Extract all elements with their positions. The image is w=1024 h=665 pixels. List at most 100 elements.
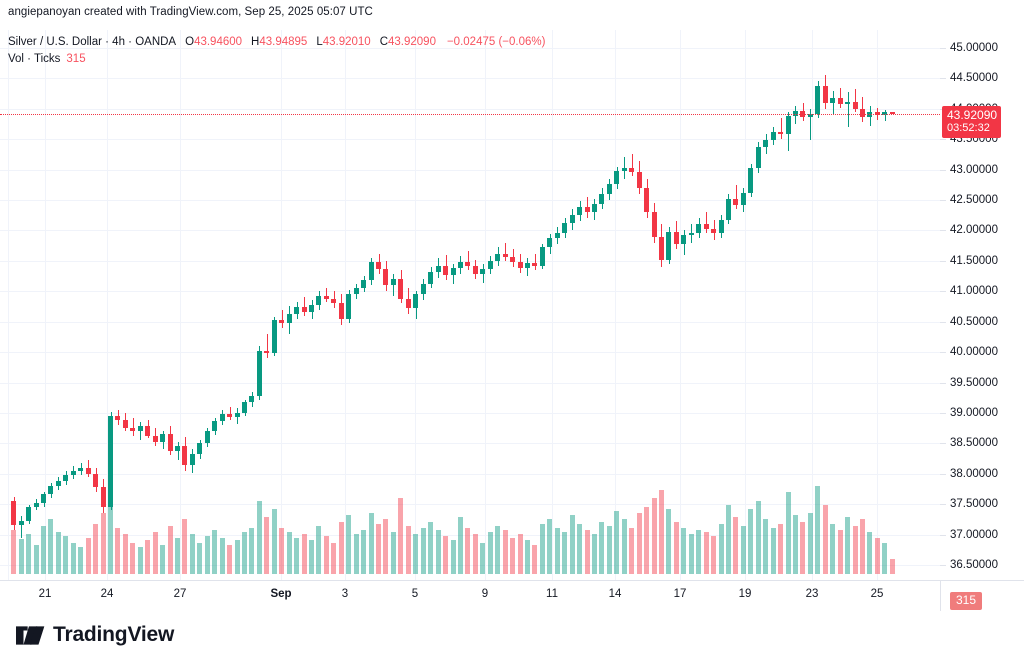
candle-body xyxy=(644,187,649,213)
volume-bar xyxy=(324,536,329,574)
price-tick-dash xyxy=(940,535,946,536)
volume-bar xyxy=(383,519,388,574)
volume-bar xyxy=(421,527,426,574)
candle-body xyxy=(704,224,709,230)
candle-body xyxy=(830,97,835,103)
candle-body xyxy=(93,473,98,488)
volume-bar xyxy=(428,521,433,574)
volume-bar xyxy=(674,521,679,574)
volume-bar xyxy=(480,542,485,574)
candle-wick xyxy=(282,309,283,328)
volume-bar xyxy=(592,534,597,574)
candle-body xyxy=(287,314,292,323)
candle-body xyxy=(153,436,158,443)
price-tick-dash xyxy=(940,78,946,79)
volume-bar xyxy=(93,523,98,574)
volume-bar xyxy=(585,529,590,574)
candle-body xyxy=(763,140,768,147)
volume-bar xyxy=(160,544,165,574)
volume-bar xyxy=(398,498,403,574)
gridline-vertical xyxy=(107,30,108,580)
candle-body xyxy=(145,426,150,437)
candle-body xyxy=(48,485,53,495)
candle-body xyxy=(78,467,83,472)
candle-body xyxy=(138,426,143,432)
candle-body xyxy=(637,172,642,188)
candle-body xyxy=(316,296,321,305)
volume-bar xyxy=(741,525,746,574)
candle-wick xyxy=(505,242,506,261)
volume-bar xyxy=(808,513,813,574)
candle-body xyxy=(525,263,530,269)
price-tick-label: 36.50000 xyxy=(950,558,998,571)
volume-bar xyxy=(339,521,344,574)
candle-body xyxy=(592,203,597,213)
price-tick-label: 40.50000 xyxy=(950,315,998,328)
gridline-horizontal xyxy=(0,535,940,536)
price-tick-dash xyxy=(940,322,946,323)
gridline-horizontal xyxy=(0,352,940,353)
candle-body xyxy=(778,131,783,135)
volume-badge[interactable]: 315 xyxy=(950,592,983,610)
price-tick-label: 38.00000 xyxy=(950,467,998,480)
price-tick-label: 40.00000 xyxy=(950,346,998,359)
candle-body xyxy=(756,146,761,169)
gridline-vertical xyxy=(45,30,46,580)
price-tick-label: 38.50000 xyxy=(950,437,998,450)
volume-bar xyxy=(153,532,158,574)
volume-bar xyxy=(823,504,828,574)
volume-bar xyxy=(607,525,612,574)
current-price-value: 43.92090 xyxy=(947,107,998,122)
candle-body xyxy=(123,420,128,428)
price-tick-label: 45.00000 xyxy=(950,42,998,54)
gridline-vertical xyxy=(877,30,878,580)
candle-body xyxy=(197,443,202,455)
volume-bar xyxy=(867,532,872,574)
price-tick-dash xyxy=(940,443,946,444)
chart-plot-area[interactable] xyxy=(0,30,940,580)
current-price-badge[interactable]: 43.92090 03:52:32 xyxy=(942,105,1002,138)
candle-body xyxy=(585,207,590,213)
volume-bar xyxy=(711,536,716,574)
candle-wick xyxy=(393,274,394,297)
price-tick-dash xyxy=(940,565,946,566)
candle-wick xyxy=(178,442,179,461)
volume-bar xyxy=(644,506,649,574)
volume-bar xyxy=(71,542,76,574)
volume-bar xyxy=(101,513,106,574)
volume-bar xyxy=(689,534,694,574)
volume-bar xyxy=(376,523,381,574)
candle-wick xyxy=(21,516,22,538)
candle-body xyxy=(391,279,396,286)
chart-frame: 45.0000044.5000044.0000043.5000043.00000… xyxy=(0,30,1024,611)
candle-body xyxy=(711,229,716,234)
candle-body xyxy=(838,97,843,104)
candle-body xyxy=(547,237,552,248)
candle-wick xyxy=(624,157,625,179)
candle-wick xyxy=(230,406,231,421)
candle-body xyxy=(205,431,210,444)
gridline-horizontal xyxy=(0,48,940,49)
time-tick-label: 17 xyxy=(673,588,687,600)
candle-body xyxy=(249,395,254,402)
time-axis[interactable]: 21 24 27 Sep 3 5 9 11 14 17 19 23 25 xyxy=(0,580,940,611)
volume-bar xyxy=(123,534,128,574)
candle-body xyxy=(741,192,746,205)
gridline-vertical xyxy=(180,30,181,580)
gridline-vertical xyxy=(485,30,486,580)
candle-body xyxy=(748,168,753,193)
candle-body xyxy=(532,263,537,266)
gridline-horizontal xyxy=(0,474,940,475)
candle-body xyxy=(56,481,61,486)
candle-body xyxy=(160,433,165,443)
price-axis[interactable]: 45.0000044.5000044.0000043.5000043.00000… xyxy=(940,30,1024,610)
price-tick-label: 41.50000 xyxy=(950,254,998,267)
candle-body xyxy=(458,262,463,269)
candle-body xyxy=(63,474,68,482)
volume-bar xyxy=(465,527,470,574)
volume-bar xyxy=(614,511,619,574)
volume-bar xyxy=(41,525,46,574)
volume-bar xyxy=(838,529,843,574)
volume-bar xyxy=(205,536,210,574)
candle-body xyxy=(235,412,240,417)
